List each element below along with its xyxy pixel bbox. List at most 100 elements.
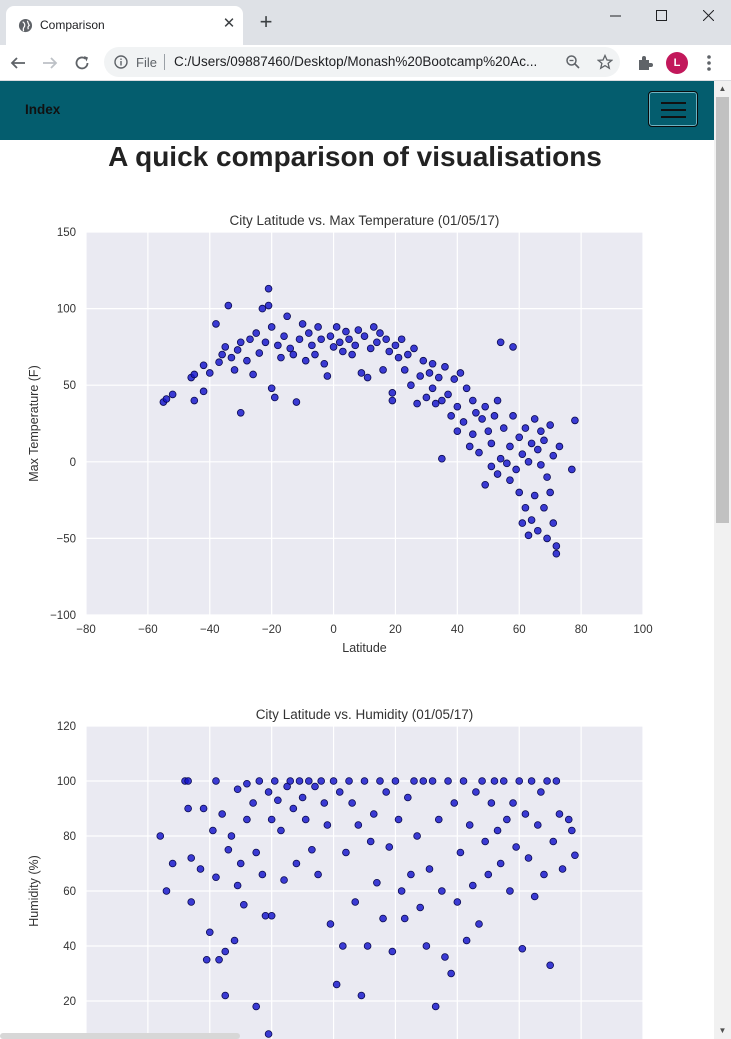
data-point (221, 947, 230, 956)
data-point (453, 898, 462, 906)
data-point (323, 821, 332, 829)
data-point (274, 796, 282, 805)
data-point (496, 338, 505, 347)
data-point (233, 346, 242, 354)
reload-icon[interactable] (68, 49, 96, 77)
data-point (515, 433, 524, 442)
close-window-icon[interactable] (685, 0, 731, 30)
data-point (487, 439, 496, 448)
tab-close-icon[interactable]: ✕ (222, 15, 236, 32)
data-point (360, 332, 369, 340)
data-point (410, 777, 418, 785)
data-point (264, 1030, 273, 1038)
data-point (515, 488, 524, 497)
plot-area (86, 726, 643, 1039)
data-point (518, 944, 527, 953)
data-point (314, 870, 322, 879)
data-point (475, 920, 483, 928)
navbar-brand-link[interactable]: Index (25, 102, 61, 117)
new-tab-button[interactable]: + (259, 9, 273, 34)
data-point (329, 343, 338, 351)
data-point (227, 353, 236, 362)
data-point (233, 785, 242, 794)
y-tick-label: 100 (57, 304, 76, 316)
url-text[interactable]: C:/Users/09887460/Desktop/Monash%20Bootc… (174, 54, 538, 69)
data-point (564, 815, 573, 824)
data-point (292, 859, 301, 868)
data-point (537, 461, 545, 469)
data-point (447, 969, 455, 978)
data-point (388, 389, 397, 397)
data-point (221, 991, 230, 1000)
data-point (509, 412, 517, 420)
tab-active[interactable]: Comparison ✕ (6, 6, 243, 45)
more-menu-icon[interactable] (700, 53, 718, 73)
data-point (475, 448, 483, 457)
data-point (246, 335, 254, 344)
navbar-toggle-button[interactable] (648, 91, 698, 127)
data-point (342, 327, 350, 336)
data-point (196, 865, 205, 873)
y-tick-label: 60 (63, 886, 76, 898)
data-point (212, 777, 220, 785)
data-point (354, 326, 363, 334)
profile-avatar[interactable]: L (666, 52, 688, 74)
y-tick-label: 20 (63, 996, 76, 1008)
data-point (236, 338, 245, 347)
data-point (351, 341, 360, 350)
data-point (428, 359, 437, 368)
data-point (212, 320, 220, 328)
address-bar[interactable]: File C:/Users/09887460/Desktop/Monash%20… (104, 47, 620, 77)
data-point (546, 488, 554, 497)
data-point (568, 826, 576, 835)
data-point (274, 341, 282, 350)
data-point (267, 323, 276, 331)
data-point (546, 961, 554, 970)
data-point (571, 851, 579, 860)
data-point (431, 399, 440, 408)
data-point (404, 793, 412, 802)
data-point (540, 503, 548, 512)
y-tick-label: −50 (56, 533, 76, 545)
hamburger-icon-bar (661, 102, 686, 104)
data-point (224, 845, 233, 854)
data-point (270, 777, 279, 785)
data-point (249, 370, 257, 379)
chart-title: City Latitude vs. Humidity (01/05/17) (256, 707, 474, 722)
scrollbar-thumb[interactable] (716, 97, 729, 523)
zoom-icon[interactable] (565, 54, 581, 70)
data-point (422, 393, 431, 402)
scroll-up-arrow-icon[interactable]: ▲ (718, 84, 727, 93)
info-icon[interactable] (114, 55, 128, 69)
y-tick-label: 120 (57, 721, 76, 733)
data-point (506, 476, 514, 484)
data-point (407, 381, 415, 390)
data-point (410, 344, 418, 353)
scroll-down-arrow-icon[interactable]: ▼ (718, 1026, 727, 1035)
data-point (258, 304, 267, 313)
data-point (499, 424, 508, 432)
data-point (462, 384, 471, 393)
data-point (546, 421, 554, 429)
star-icon[interactable] (597, 54, 613, 70)
data-point (205, 369, 214, 377)
vertical-scrollbar[interactable]: ▲ ▼ (714, 81, 731, 1039)
data-point (202, 955, 211, 964)
x-tick-label: −80 (76, 624, 96, 636)
data-point (425, 865, 434, 873)
back-icon[interactable] (4, 49, 32, 77)
minimize-icon[interactable] (592, 0, 638, 30)
forward-icon[interactable] (36, 49, 64, 77)
data-point (205, 928, 214, 937)
scheme-label: File (136, 55, 157, 70)
y-tick-label: 80 (63, 831, 76, 843)
globe-icon (18, 18, 33, 33)
data-point (357, 991, 366, 1000)
y-tick-label: 100 (57, 776, 76, 788)
horizontal-scrollbar-thumb[interactable] (0, 1033, 240, 1039)
maximize-icon[interactable] (638, 0, 684, 30)
data-point (397, 887, 406, 895)
extensions-icon[interactable] (636, 54, 654, 72)
data-point (304, 777, 313, 785)
data-point (311, 782, 319, 791)
